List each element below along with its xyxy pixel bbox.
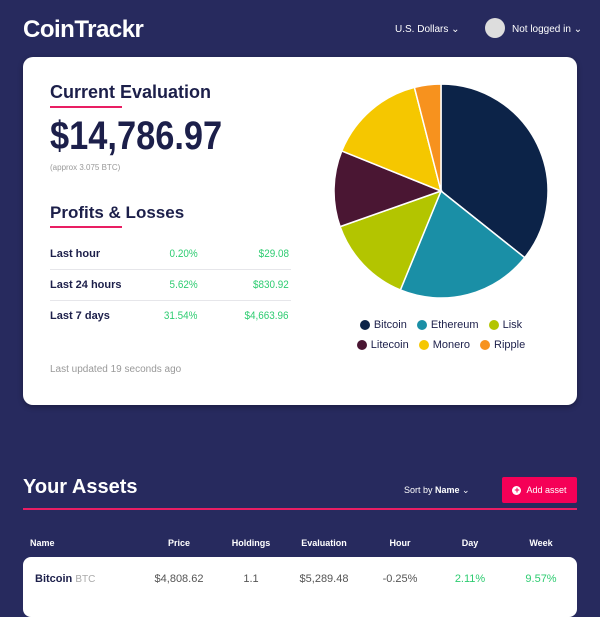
legend-item[interactable]: Litecoin: [356, 339, 409, 351]
legend-item[interactable]: Bitcoin: [359, 319, 407, 331]
profit: $830.92: [253, 279, 290, 291]
amount: $14,786.97: [50, 114, 223, 158]
currency: U.S. Dollars: [395, 24, 449, 35]
page: CoinTrackr U.S. Dollars ⌄ Not logged in …: [23, 16, 583, 617]
period: Last 24 hours: [50, 279, 122, 291]
hour-change: -0.25%: [382, 573, 418, 585]
column-header: Price: [167, 538, 191, 548]
legend-item[interactable]: Monero: [418, 339, 471, 351]
coin: Bitcoin: [35, 573, 73, 585]
column-header: Evaluation: [301, 538, 347, 548]
legend-swatch: [488, 320, 499, 330]
plus-icon: +: [512, 484, 522, 495]
approx: (approx 3.075 BTC): [50, 163, 121, 172]
asset-row[interactable]: [23, 557, 577, 617]
pie-slice: [339, 189, 443, 291]
user-menu[interactable]: Not logged in ⌄: [512, 24, 583, 35]
pie-slice: [399, 189, 526, 299]
legend-item[interactable]: Ripple: [480, 339, 525, 351]
button-label: Add asset: [526, 485, 567, 495]
separator: [50, 300, 291, 301]
percent: 0.20%: [169, 248, 198, 260]
section-title: Current Evaluation: [50, 82, 212, 102]
pie-slice: [340, 86, 443, 193]
separator: [50, 269, 291, 270]
week-change: 9.57%: [525, 573, 557, 585]
symbol: BTC: [75, 574, 96, 585]
legend-swatch: [480, 340, 491, 350]
asset-name: Bitcoin BTC: [35, 573, 95, 585]
sort-value: Name: [435, 485, 460, 495]
logo[interactable]: CoinTrackr: [23, 16, 144, 43]
legend-label: Ripple: [494, 339, 526, 351]
period: Last 7 days: [50, 310, 110, 322]
price: $4,808.62: [154, 573, 204, 585]
pie-chart: [333, 83, 549, 299]
legend-label: Lisk: [502, 319, 523, 331]
profit: $4,663.96: [244, 310, 289, 322]
updated: Last updated 19 seconds ago: [50, 364, 182, 375]
evaluation: $5,289.48: [299, 573, 349, 585]
legend-label: Ethereum: [430, 319, 479, 331]
column-header: Hour: [389, 538, 411, 548]
legend-swatch: [418, 340, 429, 350]
profit: $29.08: [259, 248, 290, 260]
legend-label: Bitcoin: [373, 319, 407, 331]
legend-item[interactable]: Ethereum: [416, 319, 479, 331]
holdings: 1.1: [243, 573, 259, 585]
column-header: Name: [30, 538, 55, 548]
column-header: Day: [461, 538, 479, 548]
legend-swatch: [359, 320, 370, 330]
period: Last hour: [50, 248, 101, 260]
assets-title: Your Assets: [23, 476, 138, 498]
percent: 5.62%: [169, 279, 198, 291]
user: Not logged in: [512, 24, 571, 35]
add-asset-button[interactable]: + Add asset: [502, 477, 577, 503]
divider: [23, 508, 577, 510]
legend-item[interactable]: Lisk: [488, 319, 523, 331]
column-header: Holdings: [231, 538, 271, 548]
column-header: Week: [529, 538, 553, 548]
percent: 31.54%: [163, 310, 198, 322]
legend-label: Litecoin: [370, 339, 409, 351]
pie-slice: [413, 83, 442, 192]
legend-swatch: [356, 340, 367, 350]
avatar[interactable]: [485, 18, 505, 38]
currency-select[interactable]: U.S. Dollars ⌄: [395, 24, 460, 35]
sort-label: Sort by: [404, 485, 433, 495]
underline: [50, 106, 122, 108]
sort-select[interactable]: Sort by Name ⌄: [404, 485, 470, 495]
section-title: Profits & Losses: [50, 203, 185, 222]
pie-slice: [333, 150, 444, 228]
pie-slice: [440, 83, 549, 259]
day-change: 2.11%: [454, 573, 486, 585]
legend: Bitcoin Ethereum Lisk Litecoin Monero Ripple: [331, 319, 551, 351]
legend-swatch: [416, 320, 427, 330]
legend-label: Monero: [432, 339, 471, 351]
underline: [50, 226, 122, 228]
